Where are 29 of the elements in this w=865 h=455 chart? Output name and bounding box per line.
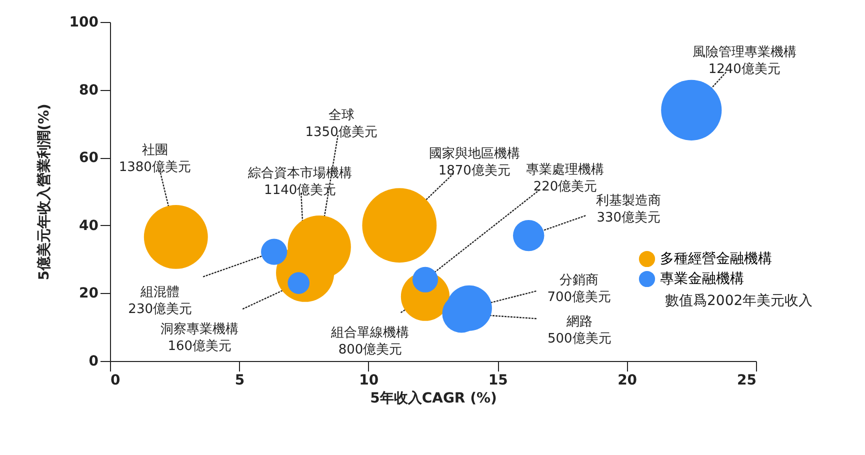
- annotation: 全球 1350億美元: [305, 108, 378, 140]
- x-tick-label: 25: [737, 372, 756, 388]
- x-tick-label: 20: [618, 372, 638, 388]
- y-tick-label: 0: [88, 354, 99, 370]
- annotation: 網路 500億美元: [548, 314, 612, 347]
- annotation: 綜合資本市場機構 1140億美元: [247, 166, 352, 198]
- y-axis-title: 5億美元年收入營業利潤(%): [35, 104, 52, 280]
- legend-label: 專業金融機構: [660, 271, 744, 287]
- y-tick-label: 100: [69, 14, 99, 30]
- legend-label: 多種經營金融機構: [660, 251, 772, 267]
- x-tick-label: 0: [110, 372, 120, 388]
- annotation: 社團 1380億美元: [118, 142, 191, 175]
- y-tick-label: 40: [79, 218, 99, 234]
- annotation: 洞察專業機構 160億美元: [160, 321, 239, 354]
- annotation: 專業處理機構 220億美元: [526, 162, 604, 195]
- annotation: 利基製造商 330億美元: [596, 194, 662, 226]
- annotation: 數值爲2002年美元收入: [665, 293, 813, 309]
- annotation: 分銷商 700億美元: [547, 273, 612, 306]
- y-tick-label: 20: [79, 286, 99, 302]
- y-tick-label: 80: [79, 82, 99, 98]
- x-axis-title: 5年收入CAGR (%): [370, 390, 497, 406]
- y-tick-label: 60: [79, 150, 99, 166]
- annotation: 國家與地區機構 1870億美元: [428, 145, 520, 178]
- annotation: 風險管理專業機構 1240億美元: [692, 45, 796, 78]
- x-tick-label: 5: [234, 372, 245, 388]
- x-tick-label: 10: [359, 372, 379, 388]
- x-tick-label: 15: [488, 372, 508, 388]
- annotation: 組合單線機構 800億美元: [330, 326, 410, 358]
- annotation: 組混體 230億美元: [128, 284, 192, 317]
